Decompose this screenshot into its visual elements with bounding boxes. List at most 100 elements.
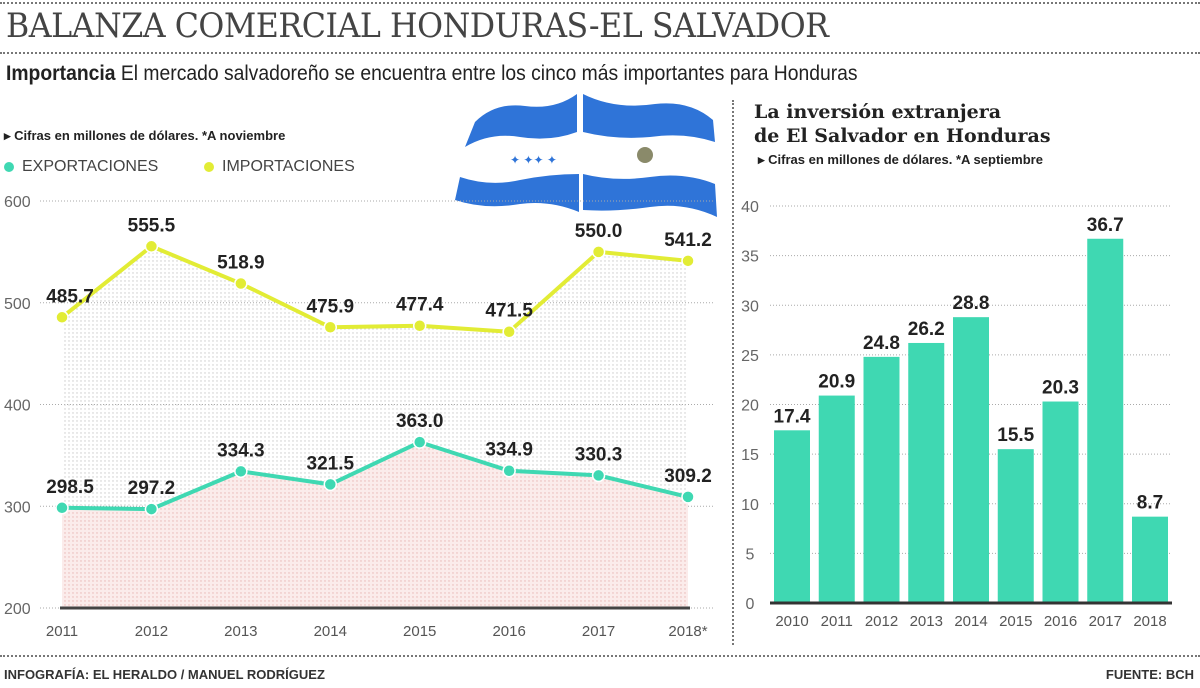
- exports-data-label: 309.2: [664, 466, 712, 487]
- right-title-line1: La inversión extranjera: [754, 101, 1002, 123]
- left-note: ▸ Cifras en millones de dólares. *A novi…: [4, 128, 286, 143]
- x-tick-label: 2017: [582, 623, 615, 640]
- y-tick-label: 400: [4, 398, 31, 415]
- imports-data-label: 475.9: [307, 296, 355, 317]
- exports-dot-icon: [4, 162, 14, 172]
- imports-point: [681, 254, 695, 268]
- exports-data-label: 330.3: [575, 444, 623, 465]
- y-tick-label: 500: [4, 296, 31, 313]
- y-tick-label: 600: [4, 194, 31, 211]
- x-tick-label: 2016: [492, 623, 525, 640]
- x-tick-label: 2011: [821, 613, 853, 630]
- imports-point: [591, 245, 606, 259]
- right-note-text: Cifras en millones de dólares. *A septie…: [768, 152, 1043, 167]
- bar-data-label: 20.3: [1042, 378, 1079, 399]
- exports-data-label: 363.0: [396, 411, 444, 432]
- imports-point: [144, 239, 159, 254]
- bar-data-label: 36.7: [1087, 215, 1124, 236]
- exports-data-label: 334.9: [485, 440, 533, 461]
- exports-point: [681, 490, 695, 504]
- exports-data-label: 297.2: [128, 478, 176, 499]
- x-tick-label: 2018: [1133, 613, 1166, 630]
- title-divider: [0, 52, 1200, 54]
- bar: [1042, 401, 1079, 603]
- exports-point: [234, 464, 248, 479]
- bar-data-label: 20.9: [818, 372, 855, 393]
- y-tick-label: 30: [741, 298, 759, 315]
- legend-imports-label: IMPORTACIONES: [222, 158, 355, 175]
- y-tick-label: 10: [741, 497, 759, 514]
- exports-point: [502, 463, 516, 478]
- x-tick-label: 2012: [865, 613, 898, 630]
- imports-point: [234, 276, 248, 291]
- bar: [1087, 238, 1124, 603]
- x-tick-label: 2013: [910, 613, 943, 630]
- exports-point: [323, 477, 338, 492]
- y-tick-label: 200: [4, 601, 31, 618]
- imports-data-label: 541.2: [664, 230, 712, 251]
- right-title-line2: de El Salvador en Honduras: [754, 125, 1051, 147]
- right-chart-title: La inversión extranjera de El Salvador en…: [754, 100, 1051, 148]
- honduras-flag-icon: ✦ ✦✦ ✦: [455, 94, 579, 212]
- imports-data-label: 518.9: [217, 253, 265, 274]
- exports-point: [591, 468, 606, 483]
- bar-data-label: 28.8: [953, 293, 990, 314]
- bar: [863, 356, 900, 603]
- imports-point: [323, 320, 338, 335]
- y-tick-label: 15: [741, 447, 759, 464]
- exports-point: [144, 502, 159, 516]
- y-tick-label: 20: [741, 398, 759, 415]
- imports-data-label: 471.5: [485, 301, 533, 322]
- right-note: ▸ Cifras en millones de dólares. *A sept…: [758, 152, 1043, 167]
- imports-line: [60, 243, 689, 334]
- bar: [1132, 516, 1168, 603]
- imports-dot-icon: [204, 162, 214, 172]
- bar-data-label: 26.2: [908, 319, 945, 340]
- bar: [997, 449, 1034, 603]
- x-tick-label: 2011: [46, 623, 78, 640]
- x-tick-label: 2014: [314, 623, 347, 640]
- imports-data-label: 555.5: [128, 215, 176, 236]
- bar: [953, 317, 989, 603]
- footer-credit: INFOGRAFÍA: EL HERALDO / MANUEL RODRÍGUE…: [4, 667, 325, 682]
- x-tick-label: 2015: [403, 623, 436, 640]
- exports-point: [55, 501, 69, 515]
- x-tick-label: 2018*: [668, 623, 707, 640]
- subtitle: Importancia El mercado salvadoreño se en…: [6, 62, 858, 86]
- x-tick-label: 2014: [954, 613, 987, 630]
- y-tick-label: 5: [746, 546, 755, 563]
- page-title: BALANZA COMERCIAL HONDURAS-EL SALVADOR: [6, 6, 829, 46]
- imports-data-label: 477.4: [396, 295, 444, 316]
- x-tick-label: 2012: [135, 623, 168, 640]
- y-tick-label: 35: [741, 249, 759, 266]
- exports-line: [61, 440, 689, 512]
- imports-data-label: 550.0: [575, 221, 623, 242]
- exports-area: [62, 442, 688, 608]
- top-divider: [0, 2, 1200, 4]
- imports-point: [502, 324, 516, 339]
- exports-data-label: 334.3: [217, 440, 265, 461]
- legend-imports: IMPORTACIONES: [204, 158, 355, 176]
- y-tick-label: 300: [4, 499, 31, 516]
- imports-data-label: 485.7: [46, 286, 94, 307]
- y-tick-label: 40: [741, 199, 759, 216]
- x-tick-label: 2016: [1044, 613, 1077, 630]
- x-tick-label: 2015: [999, 613, 1032, 630]
- x-tick-label: 2010: [775, 613, 808, 630]
- svg-text:✦ ✦✦ ✦: ✦ ✦✦ ✦: [510, 153, 557, 167]
- legend-exports: EXPORTACIONES: [4, 158, 158, 176]
- bar: [774, 430, 810, 603]
- bar-data-label: 24.8: [863, 333, 900, 354]
- chart-separator: [732, 100, 734, 645]
- exports-point: [412, 435, 427, 449]
- footer-divider: [0, 655, 1200, 657]
- imports-point: [55, 310, 69, 325]
- imports-point: [412, 318, 427, 333]
- exports-data-label: 298.5: [46, 477, 94, 498]
- y-tick-label: 0: [746, 596, 755, 613]
- y-tick-label: 25: [741, 348, 759, 365]
- x-tick-label: 2013: [224, 623, 257, 640]
- legend-exports-label: EXPORTACIONES: [22, 158, 159, 175]
- x-tick-label: 2017: [1089, 613, 1122, 630]
- footer-source: FUENTE: BCH: [1105, 667, 1194, 682]
